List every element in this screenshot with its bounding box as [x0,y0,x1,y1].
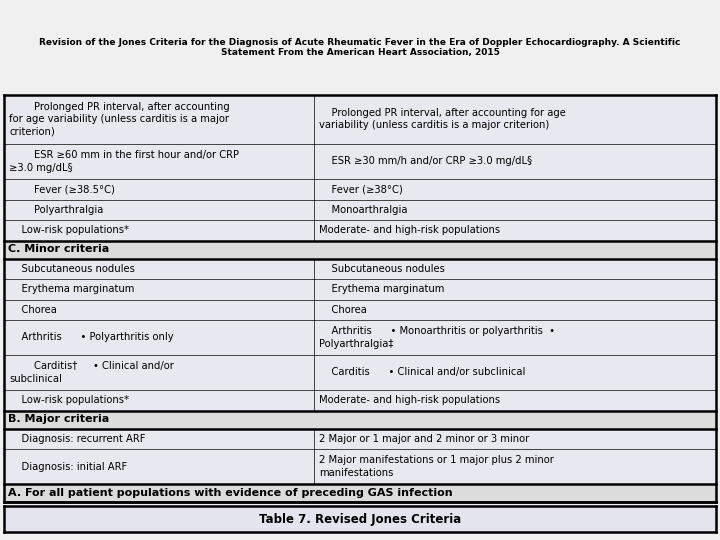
Bar [314,144,716,179]
Bar [314,355,716,390]
Bar [4,199,314,220]
Bar [314,199,716,220]
Bar [314,179,716,199]
Bar [4,144,314,179]
Text: Polyarthralgia: Polyarthralgia [9,205,104,215]
Text: Subcutaneous nodules: Subcutaneous nodules [9,264,135,274]
Text: Low-risk populations*: Low-risk populations* [9,395,129,405]
Bar [314,259,716,279]
Bar [314,220,716,240]
Text: Carditis†     • Clinical and/or
subclinical: Carditis† • Clinical and/or subclinical [9,361,174,384]
Text: Low-risk populations*: Low-risk populations* [9,225,129,235]
Text: Subcutaneous nodules: Subcutaneous nodules [319,264,444,274]
Text: 2 Major or 1 major and 2 minor or 3 minor: 2 Major or 1 major and 2 minor or 3 mino… [319,434,529,444]
Text: Chorea: Chorea [319,305,366,315]
Text: Diagnosis: initial ARF: Diagnosis: initial ARF [9,462,127,471]
Bar [4,320,314,355]
Text: Fever (≥38°C): Fever (≥38°C) [319,184,402,194]
Bar [4,240,716,259]
Bar [314,390,716,410]
Bar [4,484,716,502]
Text: Fever (≥38.5°C): Fever (≥38.5°C) [9,184,115,194]
Bar [4,279,314,300]
Bar [4,300,314,320]
Text: ESR ≥60 mm in the first hour and/or CRP
≥3.0 mg/dL§: ESR ≥60 mm in the first hour and/or CRP … [9,150,239,173]
Text: Erythema marginatum: Erythema marginatum [319,284,444,294]
Text: Moderate- and high-risk populations: Moderate- and high-risk populations [319,225,500,235]
Bar [4,355,314,390]
Bar [4,390,314,410]
Bar [4,410,716,429]
Text: Prolonged PR interval, after accounting
for age variability (unless carditis is : Prolonged PR interval, after accounting … [9,102,230,137]
Bar [4,259,314,279]
Bar [4,449,314,484]
Text: Table 7. Revised Jones Criteria: Table 7. Revised Jones Criteria [259,512,461,525]
Text: 2 Major manifestations or 1 major plus 2 minor
manifestations: 2 Major manifestations or 1 major plus 2… [319,455,554,478]
Bar [314,449,716,484]
Text: Arthritis      • Monoarthritis or polyarthritis  •
Polyarthralgia‡: Arthritis • Monoarthritis or polyarthrit… [319,326,554,349]
Text: Diagnosis: recurrent ARF: Diagnosis: recurrent ARF [9,434,145,444]
Bar [314,320,716,355]
Bar [314,300,716,320]
Text: C. Minor criteria: C. Minor criteria [8,245,109,254]
Text: Moderate- and high-risk populations: Moderate- and high-risk populations [319,395,500,405]
Bar [4,429,314,449]
Bar [4,94,314,144]
Text: Carditis      • Clinical and/or subclinical: Carditis • Clinical and/or subclinical [319,368,525,377]
Text: Prolonged PR interval, after accounting for age
variability (unless carditis is : Prolonged PR interval, after accounting … [319,108,566,131]
Text: Arthritis      • Polyarthritis only: Arthritis • Polyarthritis only [9,333,174,342]
Bar [4,179,314,199]
Bar [314,94,716,144]
Bar [4,220,314,240]
Text: ESR ≥30 mm/h and/or CRP ≥3.0 mg/dL§: ESR ≥30 mm/h and/or CRP ≥3.0 mg/dL§ [319,157,532,166]
Text: Monoarthralgia: Monoarthralgia [319,205,408,215]
Text: Revision of the Jones Criteria for the Diagnosis of Acute Rheumatic Fever in the: Revision of the Jones Criteria for the D… [40,38,680,57]
Text: Erythema marginatum: Erythema marginatum [9,284,135,294]
Text: B. Major criteria: B. Major criteria [8,415,109,424]
Bar [314,279,716,300]
Text: Chorea: Chorea [9,305,57,315]
Text: A. For all patient populations with evidence of preceding GAS infection: A. For all patient populations with evid… [8,488,453,498]
Bar [4,506,716,532]
Bar [314,429,716,449]
